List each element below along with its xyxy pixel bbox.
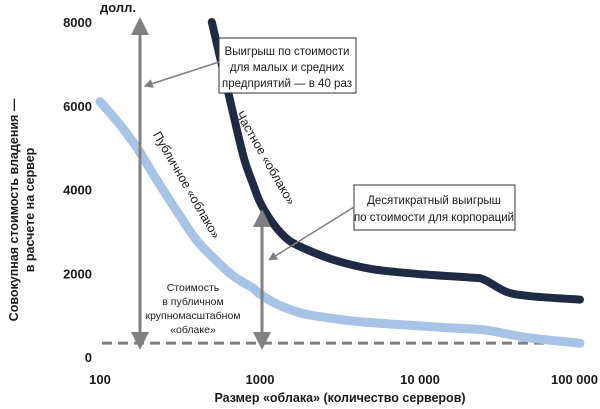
baseline-note-line3: крупномасштабном bbox=[145, 310, 240, 322]
y-tick-labels: 0 2000 4000 6000 8000 bbox=[63, 15, 92, 365]
y-unit-label: долл. bbox=[100, 0, 136, 15]
x-tick-label: 100 000 bbox=[551, 372, 598, 387]
x-tick-label: 10 000 bbox=[400, 372, 440, 387]
y-axis-title-line1: Совокупная стоимость владения — bbox=[7, 98, 21, 321]
x-tick-labels: 100 1000 10 000 100 000 bbox=[89, 372, 598, 387]
annotation-40x-line2: для малых и средних bbox=[230, 62, 344, 74]
annotation-box-40x bbox=[218, 37, 357, 94]
annotation-10x-line2: по стоимости для корпораций bbox=[354, 212, 514, 224]
baseline-note-line2: в публичном bbox=[162, 296, 223, 308]
y-tick-label: 2000 bbox=[63, 266, 92, 281]
annotation-40x-pointer bbox=[143, 61, 220, 88]
annotation-box-10x bbox=[353, 184, 516, 231]
annotation-10x-pointer bbox=[268, 206, 355, 261]
annotation-40x-line3: предприятий — в 40 раз bbox=[222, 78, 352, 90]
x-tick-label: 1000 bbox=[246, 372, 275, 387]
x-axis-title: Размер «облака» (количество серверов) bbox=[214, 391, 465, 405]
x-tick-label: 100 bbox=[89, 372, 111, 387]
y-tick-label: 0 bbox=[85, 350, 92, 365]
y-tick-label: 8000 bbox=[63, 15, 92, 30]
annotation-40x-line1: Выигрыш по стоимости bbox=[225, 46, 350, 58]
y-tick-label: 4000 bbox=[63, 183, 92, 198]
y-axis-title-line2: в расчете на сервер bbox=[23, 147, 37, 272]
baseline-note-line4: «облаке» bbox=[170, 324, 216, 336]
y-tick-label: 6000 bbox=[63, 99, 92, 114]
baseline-note-line1: Стоимость bbox=[167, 282, 220, 294]
annotation-10x-line1: Десятикратный выигрыш bbox=[367, 195, 501, 207]
series-line-private-cloud bbox=[207, 18, 584, 304]
